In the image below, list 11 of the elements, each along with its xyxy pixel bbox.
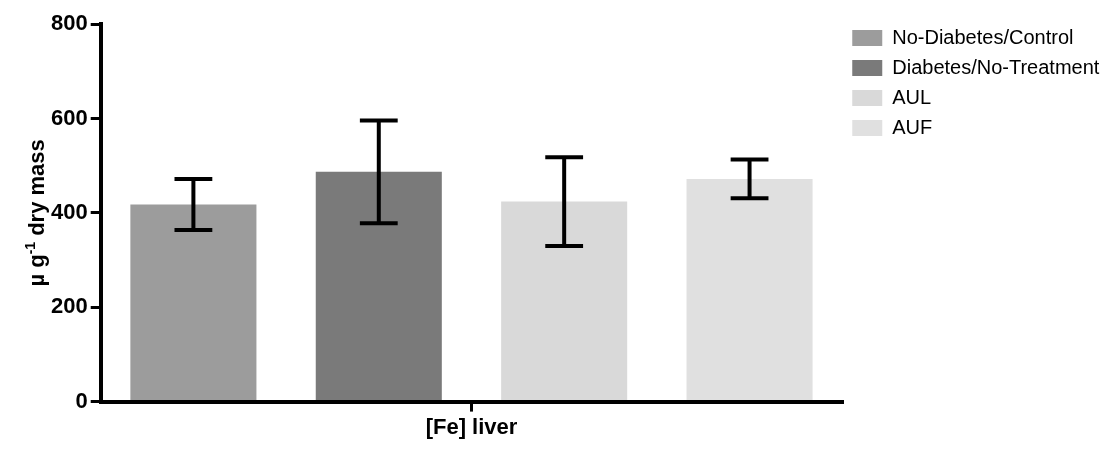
y-tick-label: 600 bbox=[50, 104, 88, 130]
x-tick-label: [Fe] liver bbox=[425, 413, 518, 439]
y-tick-label: 400 bbox=[50, 198, 88, 224]
y-axis-title: µ g-1 dry mass bbox=[22, 139, 49, 287]
legend-label: AUL bbox=[892, 85, 932, 108]
y-tick-label: 0 bbox=[75, 387, 88, 413]
legend-label: AUF bbox=[892, 115, 933, 138]
y-tick-label: 800 bbox=[50, 10, 88, 36]
legend-label: No-Diabetes/Control bbox=[892, 25, 1074, 48]
legend-label: Diabetes/No-Treatment bbox=[892, 55, 1100, 78]
y-tick-label: 200 bbox=[50, 293, 88, 319]
